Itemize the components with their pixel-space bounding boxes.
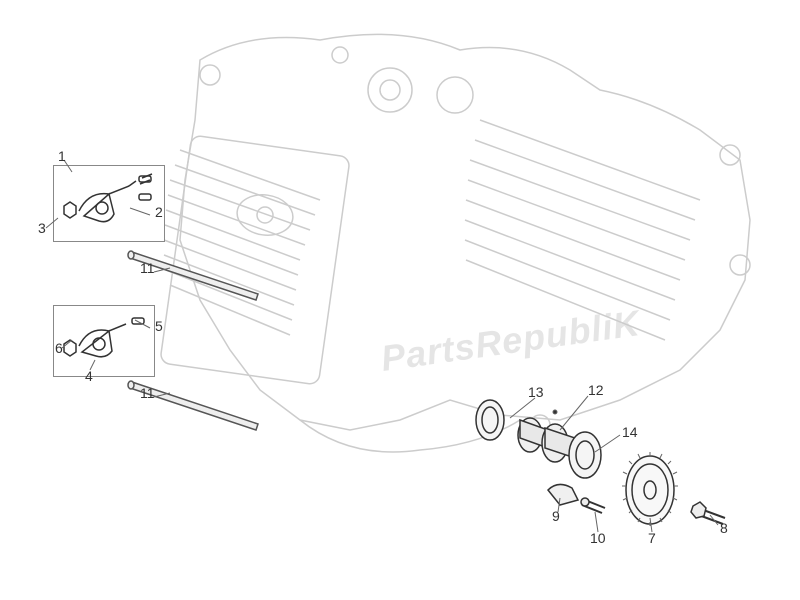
callout-11a: 11 — [140, 260, 155, 276]
callout-6: 6 — [55, 340, 63, 356]
callout-2: 2 — [155, 204, 163, 220]
callout-5: 5 — [155, 318, 163, 334]
callout-4: 4 — [85, 368, 93, 384]
callout-12: 12 — [588, 382, 604, 398]
callout-9: 9 — [552, 508, 560, 524]
callout-3: 3 — [38, 220, 46, 236]
callout-1: 1 — [58, 148, 66, 164]
callout-7: 7 — [648, 530, 656, 546]
callout-10: 10 — [590, 530, 606, 546]
camshaft-assembly — [0, 0, 800, 600]
callout-14: 14 — [622, 424, 638, 440]
callout-8: 8 — [720, 520, 728, 536]
callout-11b: 11 — [140, 385, 155, 401]
callout-13: 13 — [528, 384, 544, 400]
diagram-container: PartsRepubliK — [0, 0, 800, 600]
